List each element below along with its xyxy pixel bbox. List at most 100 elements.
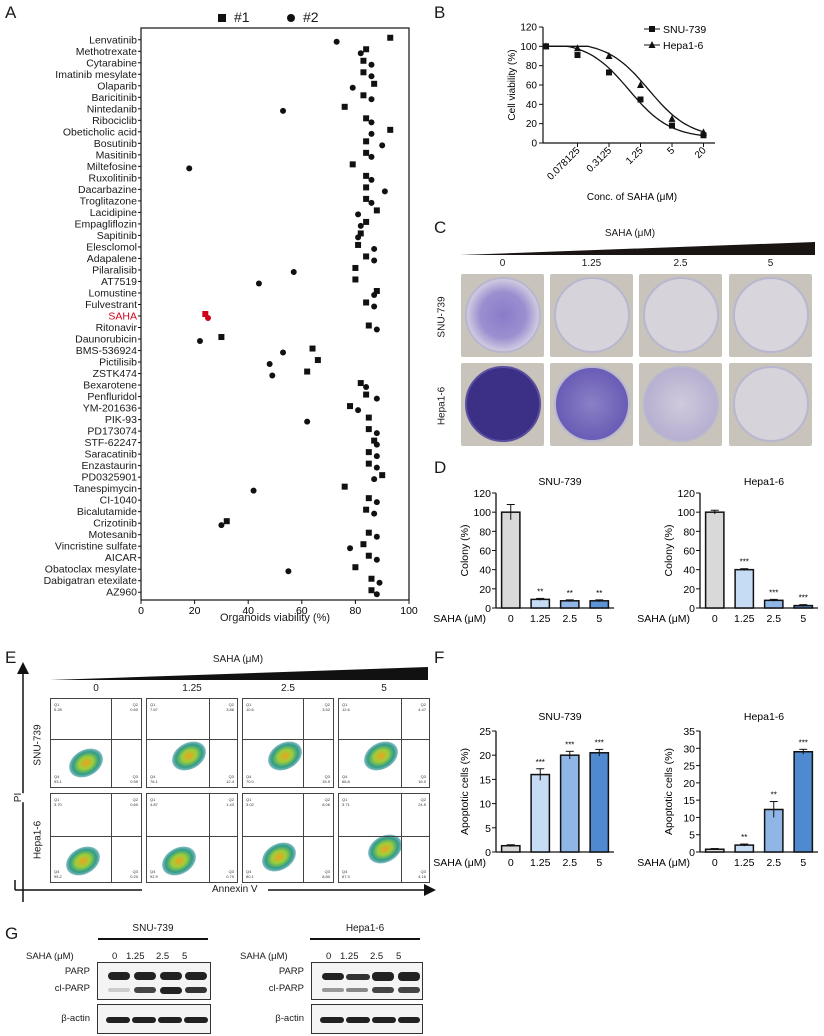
square-marker-icon: [314, 357, 321, 364]
square-marker-icon: [218, 14, 226, 23]
svg-text:40: 40: [526, 100, 538, 111]
plate-hepa16-0: [461, 363, 544, 446]
circle-marker-icon: [196, 338, 203, 345]
svg-text:35: 35: [683, 726, 695, 738]
plate-snu739-0: [461, 274, 544, 357]
circle-marker-icon: [363, 384, 370, 391]
square-marker-icon: [357, 230, 364, 237]
svg-text:SNU-739: SNU-739: [663, 24, 706, 36]
legend-item-2: #2: [287, 9, 319, 25]
flow-plot: Q1 3.70 Q2 0.60 Q4 95.2 Q3 0.20: [50, 793, 142, 883]
drug-label: Ritonavir: [96, 322, 138, 334]
svg-text:Cell viability (%): Cell viability (%): [507, 49, 518, 120]
square-marker-icon: [363, 299, 370, 306]
svg-text:0: 0: [712, 857, 718, 869]
svg-text:Hepa1-6: Hepa1-6: [744, 476, 784, 488]
drug-label: Enzastaurin: [82, 460, 138, 472]
svg-text:SAHA (μM): SAHA (μM): [433, 613, 486, 625]
pi-axis-arrow-icon: [17, 662, 29, 902]
panel-label-a: A: [5, 3, 17, 22]
row-label-text: Hepa1-6: [32, 820, 44, 860]
svg-text:0: 0: [689, 603, 695, 615]
square-marker-icon: [360, 92, 367, 99]
drug-label: Ribociclib: [92, 115, 137, 127]
circle-marker-icon: [379, 142, 386, 149]
svg-text:5: 5: [800, 857, 806, 869]
svg-text:SNU-739: SNU-739: [538, 476, 581, 488]
svg-text:***: ***: [740, 558, 749, 567]
circle-marker-icon: [373, 591, 380, 598]
legend-label: #2: [303, 9, 319, 25]
square-marker-icon: [360, 57, 367, 64]
svg-text:Apoptotic cells (%): Apoptotic cells (%): [663, 748, 675, 835]
square-marker-icon: [218, 334, 225, 341]
square-marker-icon: [373, 287, 380, 294]
lane-label: 5: [182, 951, 188, 962]
svg-text:5: 5: [596, 613, 602, 625]
circle-marker-icon: [368, 176, 375, 183]
circle-marker-icon: [368, 96, 375, 103]
drug-label: Fulvestrant: [85, 299, 137, 311]
svg-text:2.5: 2.5: [562, 857, 577, 869]
square-marker-icon: [371, 80, 378, 87]
row-label-hepa16: Hepa1-6: [434, 364, 450, 447]
svg-text:**: **: [537, 587, 543, 596]
conc-label: 5: [381, 683, 387, 694]
svg-text:1.25: 1.25: [624, 145, 646, 167]
svg-text:0.078125: 0.078125: [545, 145, 583, 183]
svg-text:30: 30: [683, 743, 695, 755]
circle-marker-icon: [368, 199, 375, 206]
circle-marker-icon: [368, 61, 375, 68]
circle-marker-icon: [373, 556, 380, 563]
square-marker-icon: [387, 34, 394, 41]
square-marker-icon: [349, 161, 356, 168]
square-marker-icon: [368, 587, 375, 594]
svg-text:25: 25: [683, 761, 695, 773]
svg-text:20: 20: [479, 750, 491, 762]
svg-text:***: ***: [799, 594, 808, 603]
blot-actin-snu739: [97, 1004, 211, 1034]
drug-label: Lenvatinib: [89, 34, 137, 46]
drug-label: Nintedanib: [87, 103, 137, 115]
svg-text:5: 5: [800, 613, 806, 625]
svg-text:0: 0: [508, 613, 514, 625]
plate-snu739-1.25: [550, 274, 633, 357]
circle-marker-icon: [373, 499, 380, 506]
circle-marker-icon: [347, 545, 354, 552]
circle-marker-icon: [381, 188, 388, 195]
title-underline: [310, 938, 420, 940]
drug-label: Imatinib mesylate: [55, 69, 137, 81]
drug-label: Crizotinib: [93, 518, 137, 530]
svg-text:0: 0: [508, 857, 514, 869]
svg-text:60: 60: [526, 81, 538, 92]
annexin-axis-arrow-icon: [14, 880, 142, 891]
circle-marker-icon: [373, 326, 380, 333]
blot-title: Hepa1-6: [345, 923, 385, 934]
conc-label: 5: [767, 258, 774, 269]
panel-label-g: G: [5, 924, 19, 943]
square-marker-icon: [365, 414, 372, 421]
x-axis-label: Organoids viability (%): [219, 612, 331, 624]
colony-bar-chart-snu739: SNU-739 0 20 40 60 80 100 120 Colony (%) 0 ** 1.25 *…: [433, 476, 614, 625]
svg-text:80: 80: [526, 61, 538, 72]
svg-text:20: 20: [683, 584, 695, 596]
gradient-wedge-icon: [50, 667, 428, 680]
svg-text:20: 20: [683, 778, 695, 790]
circle-marker-icon: [280, 349, 287, 356]
square-marker-icon: [357, 380, 364, 387]
square-marker-icon: [352, 564, 359, 571]
drug-label: SAHA: [108, 311, 137, 323]
circle-marker-icon: [368, 73, 375, 80]
plate-hepa16-2.5: [639, 363, 722, 446]
drug-label: AICAR: [105, 552, 138, 564]
circle-marker-icon: [186, 165, 193, 172]
circle-marker-icon: [371, 257, 378, 264]
legend-item-1: #1: [218, 9, 250, 25]
square-marker-icon: [371, 437, 378, 444]
flow-plot: Q1 3.71 Q2 24.5 Q4 67.3 Q3 4.16: [338, 793, 430, 883]
square-marker-icon: [363, 184, 370, 191]
plate-hepa16-5: [729, 363, 812, 446]
panel-a-chart: #1 #2 Lenvatinib Methotrexate Cytarabine Im…: [0, 0, 420, 624]
drug-label: CI-1040: [100, 495, 138, 507]
svg-text:25: 25: [479, 726, 491, 738]
